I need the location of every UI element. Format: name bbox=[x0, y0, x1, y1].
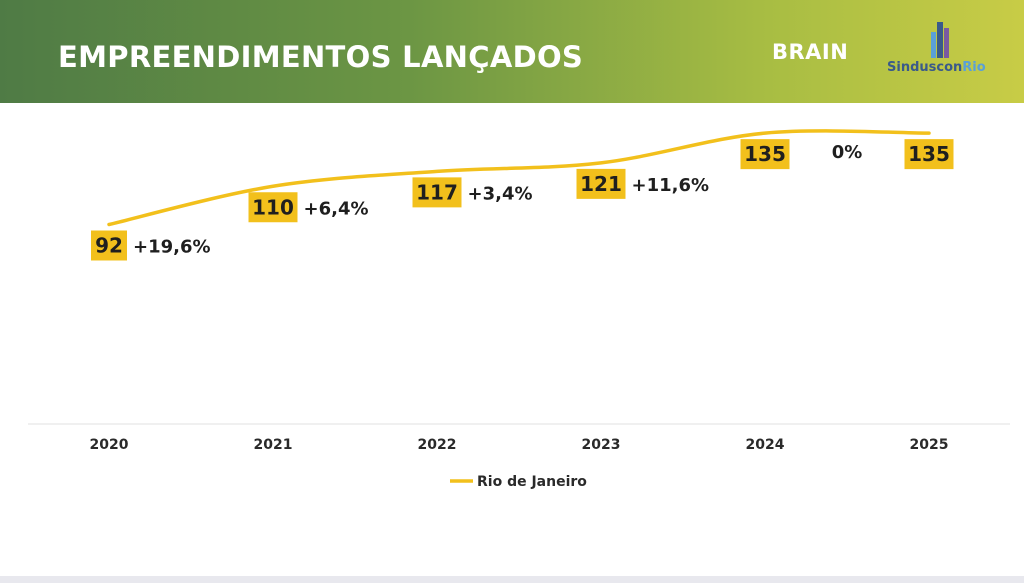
data-label-2025: 135 bbox=[908, 142, 950, 166]
x-tick-label-2025: 2025 bbox=[910, 437, 949, 453]
data-label-bg-2025 bbox=[904, 139, 954, 170]
data-label-bg-2021 bbox=[248, 192, 298, 223]
growth-label-2022-2023: +3,4% bbox=[468, 183, 533, 204]
header-banner: EMPREENDIMENTOS LANÇADOS BRAIN Sinduscon… bbox=[0, 0, 1024, 103]
x-tick-label-2024: 2024 bbox=[746, 437, 785, 453]
series-line-rio-de-janeiro bbox=[107, 129, 931, 227]
x-tick-label-2023: 2023 bbox=[582, 437, 621, 453]
growth-label-2023-2024: +11,6% bbox=[632, 175, 710, 196]
bottom-strip bbox=[0, 576, 1024, 583]
data-label-2020: 92 bbox=[95, 234, 123, 258]
data-label-bg-2023 bbox=[576, 168, 626, 199]
sinduscon-logo-part2: Rio bbox=[962, 60, 986, 75]
page-title: EMPREENDIMENTOS LANÇADOS bbox=[58, 40, 584, 74]
sinduscon-logo: SindusconRio bbox=[887, 60, 986, 75]
sinduscon-logo-part1: Sinduscon bbox=[887, 60, 963, 75]
x-tick-label-2021: 2021 bbox=[254, 437, 293, 453]
x-tick-label-2020: 2020 bbox=[90, 437, 129, 453]
data-label-bg-2022 bbox=[412, 177, 462, 208]
data-label-bg-2024 bbox=[740, 139, 790, 170]
data-label-2021: 110 bbox=[252, 195, 294, 219]
growth-label-2024-2025: 0% bbox=[832, 142, 863, 163]
brain-logo: BRAIN bbox=[772, 40, 849, 64]
legend-label: Rio de Janeiro bbox=[477, 474, 587, 490]
building-bars-icon bbox=[931, 22, 949, 58]
growth-label-2021-2022: +6,4% bbox=[304, 198, 369, 219]
data-label-2023: 121 bbox=[580, 172, 622, 196]
data-label-2024: 135 bbox=[744, 142, 786, 166]
data-label-bg-2020 bbox=[91, 230, 127, 261]
legend: Rio de Janeiro bbox=[450, 474, 587, 490]
data-label-2022: 117 bbox=[416, 180, 458, 204]
x-tick-label-2022: 2022 bbox=[418, 437, 457, 453]
growth-label-2020-2021: +19,6% bbox=[133, 237, 211, 258]
